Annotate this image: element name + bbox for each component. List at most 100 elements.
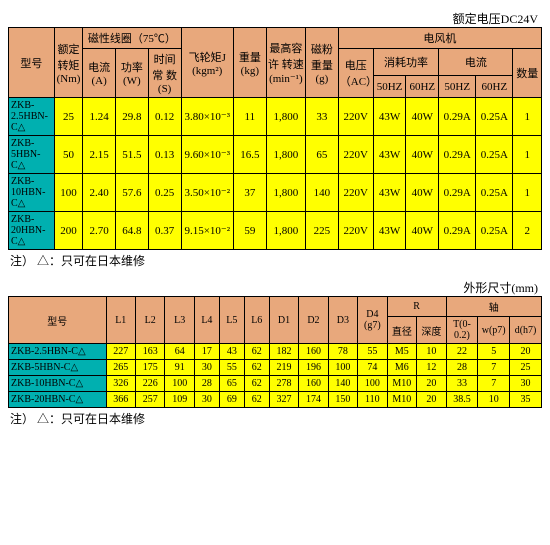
h-50hz-1: 50HZ [373,76,406,98]
h2-D1: D1 [269,297,298,344]
cell-w: 10 [478,392,510,408]
cell-c50: 0.29A [439,136,476,174]
h-coil: 磁性线圈（75℃） [83,28,181,49]
rated-voltage-label: 额定电压DC24V [8,10,538,27]
h2-shaft: 轴 [446,297,541,317]
cell-D2: 196 [299,360,328,376]
cell-c50: 0.29A [439,174,476,212]
cell-T: 33 [446,376,478,392]
cell-L5: 65 [219,376,244,392]
h2-L3: L3 [165,297,194,344]
model-cell: ZKB-10HBN-C△ [9,174,55,212]
cell-D4: 74 [358,360,387,376]
cell-D4: 110 [358,392,387,408]
table-row: ZKB-5HBN-C△2651759130556221919610074M612… [9,360,542,376]
cell-torque: 200 [54,212,82,250]
model-cell: ZKB-2.5HBN-C△ [9,344,107,360]
cell-D3: 150 [328,392,357,408]
cell-dep: 10 [417,344,447,360]
cell-L4: 30 [194,360,219,376]
cell-L3: 91 [165,360,194,376]
cell-D1: 327 [269,392,298,408]
cell-d: 30 [510,376,542,392]
table-row: ZKB-20HBN-C△366257109306962327174150110M… [9,392,542,408]
cell-L3: 100 [165,376,194,392]
note-2: 注） △：只可在日本维修 [10,410,542,427]
cell-dia: M6 [387,360,416,376]
cell-L4: 30 [194,392,219,408]
cell-cur: 1.24 [83,98,116,136]
cell-wt: 11 [233,98,266,136]
cell-L1: 227 [106,344,135,360]
h2-L4: L4 [194,297,219,344]
model-cell: ZKB-5HBN-C△ [9,360,107,376]
h-50hz-2: 50HZ [439,76,476,98]
cell-d: 25 [510,360,542,376]
cell-L5: 43 [219,344,244,360]
h-weight: 重量 (kg) [233,28,266,98]
h-flywheel: 飞轮矩J (kgm²) [181,28,233,98]
cell-L4: 17 [194,344,219,360]
cell-cur: 2.70 [83,212,116,250]
cell-dep: 20 [417,392,447,408]
cell-D1: 278 [269,376,298,392]
cell-D4: 100 [358,376,387,392]
cell-torque: 100 [54,174,82,212]
spec-table-1: 型号 额定 转矩 (Nm) 磁性线圈（75℃） 飞轮矩J (kgm²) 重量 (… [8,27,542,250]
h-tc: 时间常 数 (S) [148,49,181,98]
cell-dia: M10 [387,376,416,392]
cell-L6: 62 [244,344,269,360]
h2-model: 型号 [9,297,107,344]
model-cell: ZKB-20HBN-C△ [9,392,107,408]
h2-T: T(0-0.2) [446,317,478,344]
cell-D2: 174 [299,392,328,408]
cell-T: 22 [446,344,478,360]
cell-d: 35 [510,392,542,408]
h2-D2: D2 [299,297,328,344]
cell-D3: 78 [328,344,357,360]
cell-L3: 64 [165,344,194,360]
cell-p60: 40W [406,212,439,250]
cell-pd: 140 [306,174,339,212]
cell-fw: 3.80×10⁻³ [181,98,233,136]
cell-v: 220V [338,136,373,174]
cell-D2: 160 [299,376,328,392]
cell-D3: 100 [328,360,357,376]
h-voltage: 电压 （AC） [338,49,373,98]
h2-D3: D3 [328,297,357,344]
cell-L3: 109 [165,392,194,408]
cell-cur: 2.40 [83,174,116,212]
cell-p50: 43W [373,212,406,250]
cell-pd: 65 [306,136,339,174]
cell-L2: 226 [135,376,164,392]
cell-D1: 182 [269,344,298,360]
cell-dep: 20 [417,376,447,392]
h-model: 型号 [9,28,55,98]
cell-torque: 25 [54,98,82,136]
cell-tc: 0.13 [148,136,181,174]
cell-d: 20 [510,344,542,360]
note-1: 注） △：只可在日本维修 [10,252,542,269]
cell-p60: 40W [406,136,439,174]
cell-pow: 29.8 [116,98,149,136]
h-current: 电流 (A) [83,49,116,98]
cell-torque: 50 [54,136,82,174]
cell-T: 38.5 [446,392,478,408]
cell-v: 220V [338,98,373,136]
h-fcurrent: 电流 [439,49,513,76]
h2-w: w(p7) [478,317,510,344]
dims-title: 外形尺寸(mm) [8,279,538,296]
cell-fw: 3.50×10⁻² [181,174,233,212]
cell-q: 2 [513,212,542,250]
cell-fw: 9.15×10⁻² [181,212,233,250]
h2-L2: L2 [135,297,164,344]
h-power: 功率 (W) [116,49,149,98]
model-cell: ZKB-5HBN-C△ [9,136,55,174]
cell-c60: 0.25A [476,212,513,250]
cell-L1: 265 [106,360,135,376]
cell-wt: 59 [233,212,266,250]
cell-c60: 0.25A [476,174,513,212]
h-60hz-1: 60HZ [406,76,439,98]
cell-speed: 1,800 [266,98,305,136]
table-row: ZKB-20HBN-C△2002.7064.80.379.15×10⁻²591,… [9,212,542,250]
